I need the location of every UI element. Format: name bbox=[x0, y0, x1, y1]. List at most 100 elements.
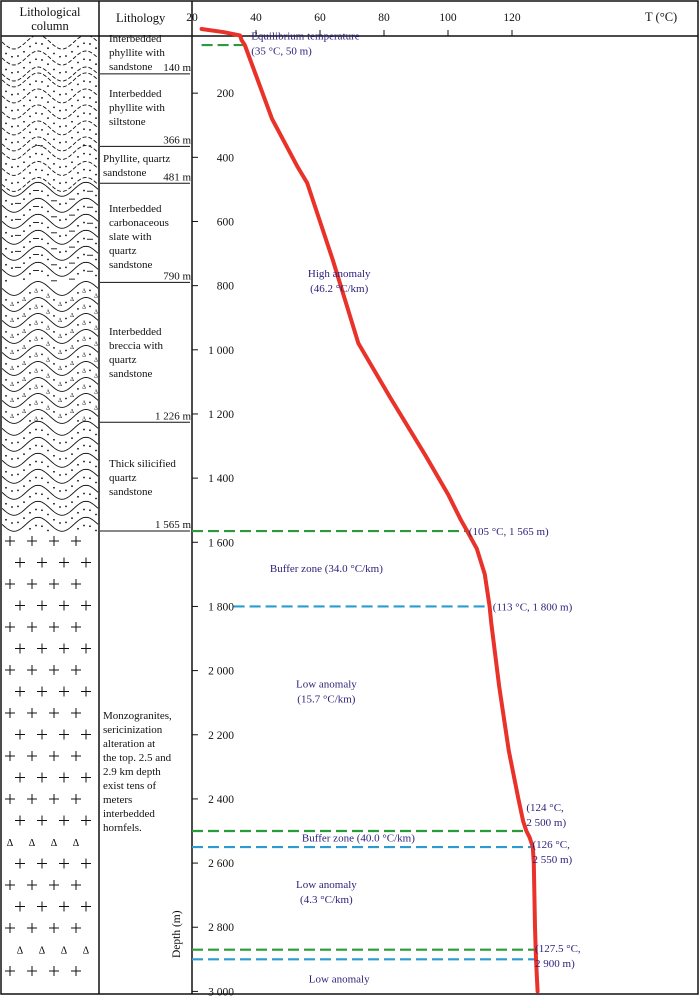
column-pattern-cross bbox=[81, 729, 91, 740]
boundary-label: 1 226 m bbox=[155, 410, 192, 422]
column-pattern-dot bbox=[89, 59, 91, 61]
column-pattern-dot bbox=[95, 226, 97, 229]
column-pattern-dot bbox=[11, 251, 13, 253]
lithology-description-line: alteration at bbox=[103, 738, 155, 750]
column-pattern-dot bbox=[23, 198, 25, 201]
column-pattern-dot bbox=[53, 163, 55, 165]
lithology-description-line: quartz bbox=[109, 245, 137, 257]
column-pattern-dot bbox=[95, 101, 97, 104]
column-pattern-cross bbox=[59, 858, 69, 869]
column-pattern-wave bbox=[2, 436, 98, 452]
column-pattern-dot bbox=[23, 517, 25, 520]
column-pattern-dot bbox=[47, 226, 49, 229]
lithology-description-line: Thick silicified bbox=[109, 458, 176, 470]
x-tick-label: 60 bbox=[314, 12, 326, 24]
column-pattern-dot bbox=[83, 205, 85, 208]
column-pattern-dot bbox=[5, 379, 7, 381]
column-pattern-dot bbox=[53, 106, 55, 109]
column-pattern-cross bbox=[27, 794, 37, 805]
boundary-label: 481 m bbox=[163, 171, 191, 183]
column-pattern-dot bbox=[23, 136, 25, 139]
column-pattern-dot bbox=[35, 428, 37, 431]
column-pattern-dot bbox=[29, 99, 31, 102]
column-pattern-wave bbox=[2, 120, 98, 136]
column-pattern-breccia: Δ bbox=[94, 342, 98, 348]
column-pattern-dot bbox=[47, 529, 49, 532]
chart-annotation: (127.5 °C, 2 900 m) bbox=[535, 943, 581, 970]
column-pattern-cross bbox=[15, 729, 25, 740]
column-pattern-dot bbox=[53, 395, 55, 397]
column-pattern-cross bbox=[15, 643, 25, 654]
column-pattern-breccia: Δ bbox=[22, 393, 26, 399]
column-pattern-dot bbox=[65, 521, 67, 524]
column-pattern-dot bbox=[65, 365, 67, 368]
column-pattern-dot bbox=[5, 502, 7, 505]
column-pattern-dot bbox=[59, 125, 61, 128]
column-pattern-dot bbox=[89, 525, 91, 528]
column-pattern-dot bbox=[29, 324, 31, 326]
chart-annotation-line: Equilibrium temperature bbox=[251, 30, 360, 42]
column-pattern-dot bbox=[71, 88, 73, 91]
column-pattern-wave bbox=[2, 88, 98, 104]
column-pattern-dot bbox=[53, 138, 55, 141]
column-pattern-wave bbox=[2, 181, 98, 197]
chart-annotation: Buffer zone (40.0 °C/km) bbox=[302, 832, 415, 844]
column-pattern-wave bbox=[2, 104, 98, 120]
y-tick-label: 1 400 bbox=[208, 473, 234, 485]
lithology-description-line: Phyllite, quartz bbox=[103, 153, 170, 165]
column-pattern-dot bbox=[53, 470, 55, 473]
column-pattern-dot bbox=[77, 61, 79, 64]
column-pattern-dot bbox=[77, 527, 79, 530]
column-pattern-dot bbox=[47, 465, 49, 468]
column-pattern-wave bbox=[2, 280, 98, 296]
column-pattern-dot bbox=[11, 442, 13, 444]
column-pattern-dot bbox=[17, 441, 19, 444]
column-pattern-dot bbox=[59, 203, 61, 205]
column-pattern-dot bbox=[53, 52, 55, 55]
lithology-description-line: Interbedded bbox=[109, 33, 162, 45]
column-pattern-dot bbox=[11, 474, 13, 476]
column-pattern-dot bbox=[83, 428, 85, 431]
column-pattern-cross bbox=[49, 708, 59, 719]
column-pattern-dot bbox=[17, 333, 19, 336]
column-pattern-breccia: Δ bbox=[34, 289, 38, 295]
column-pattern-breccia: Δ bbox=[58, 382, 62, 388]
column-pattern-dot bbox=[89, 112, 91, 115]
column-pattern-dot bbox=[65, 441, 67, 444]
x-tick-label: 100 bbox=[439, 12, 457, 24]
column-pattern-breccia: Δ bbox=[34, 385, 38, 391]
column-pattern-dot bbox=[41, 270, 43, 273]
column-pattern-wave bbox=[2, 136, 98, 152]
column-pattern-cross bbox=[37, 901, 47, 912]
column-pattern-dot bbox=[5, 68, 7, 71]
column-pattern-dot bbox=[29, 388, 31, 390]
column-pattern-cross bbox=[81, 772, 91, 783]
column-pattern-cross bbox=[59, 643, 69, 654]
column-pattern-dot bbox=[89, 305, 91, 308]
column-pattern-dot bbox=[65, 250, 67, 253]
column-pattern-dot bbox=[35, 476, 37, 479]
column-pattern-dot bbox=[83, 269, 85, 272]
column-pattern-dot bbox=[11, 458, 13, 460]
column-pattern-wave bbox=[2, 452, 98, 468]
chart-annotation-line: (15.7 °C/km) bbox=[297, 693, 356, 705]
column-pattern-dot bbox=[65, 457, 67, 460]
column-pattern-dot bbox=[95, 117, 97, 120]
column-pattern-dot bbox=[65, 71, 67, 73]
column-pattern-breccia: Δ bbox=[22, 409, 26, 415]
column-pattern-dot bbox=[59, 93, 61, 96]
column-pattern-dot bbox=[23, 278, 25, 281]
column-pattern-dot bbox=[29, 192, 31, 195]
column-pattern-dot bbox=[47, 513, 49, 516]
column-pattern-cross bbox=[81, 858, 91, 869]
column-pattern-dot bbox=[95, 133, 97, 136]
column-pattern-cross bbox=[27, 966, 37, 977]
column-pattern-dot bbox=[41, 190, 43, 193]
column-pattern-cross bbox=[59, 815, 69, 826]
column-pattern-dot bbox=[5, 122, 7, 125]
column-pattern-dot bbox=[17, 317, 19, 320]
lithology-description-line: meters bbox=[103, 794, 132, 806]
column-pattern-dot bbox=[5, 163, 7, 165]
